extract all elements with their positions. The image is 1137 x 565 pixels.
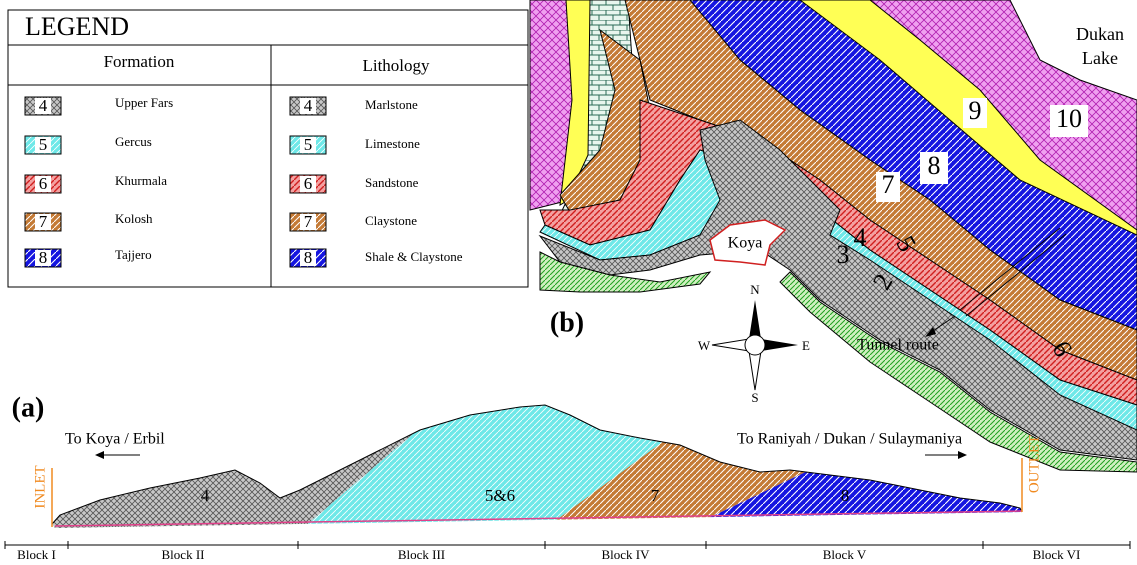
- unit-label: 4: [854, 223, 867, 252]
- legend-number: 6: [304, 174, 313, 193]
- legend-number: 8: [39, 248, 48, 267]
- section-unit-label: 8: [841, 486, 850, 505]
- block-label: Block III: [398, 547, 445, 562]
- legend-number: 8: [304, 248, 313, 267]
- section-unit-label: 4: [201, 486, 210, 505]
- unit-label: 10: [1056, 104, 1082, 133]
- town-label: Koya: [728, 235, 763, 252]
- section-unit-label: 7: [651, 486, 660, 505]
- compass-label: W: [698, 338, 711, 353]
- lithology-name: Shale & Claystone: [365, 249, 463, 264]
- panel-label: (b): [550, 307, 584, 338]
- legend-number: 4: [304, 96, 313, 115]
- block-label: Block V: [823, 547, 867, 562]
- lithology-name: Claystone: [365, 213, 417, 228]
- direction-label: To Koya / Erbil: [65, 431, 165, 448]
- direction-label: To Raniyah / Dukan / Sulaymaniya: [737, 431, 962, 448]
- unit-label: 8: [928, 151, 941, 180]
- unit-label: 3: [837, 240, 850, 269]
- legend-number: 7: [304, 212, 313, 231]
- unit-label: 7: [882, 170, 895, 199]
- lithology-name: Marlstone: [365, 97, 418, 112]
- lake-label: Dukan: [1076, 24, 1124, 44]
- formation-name: Gercus: [115, 134, 152, 149]
- block-label: Block VI: [1033, 547, 1081, 562]
- compass-label: S: [751, 390, 758, 405]
- formation-name: Khurmala: [115, 173, 167, 188]
- section-unit-label: 5&6: [485, 486, 515, 505]
- lake-label: Lake: [1082, 48, 1118, 68]
- formation-name: Tajjero: [115, 247, 152, 262]
- unit-label: 9: [969, 96, 982, 125]
- legend-frame: [8, 10, 528, 287]
- legend: LEGEND Formation Lithology 4 4 Upper Fars M…: [8, 10, 528, 287]
- block-label: Block IV: [601, 547, 650, 562]
- lithology-name: Limestone: [365, 136, 420, 151]
- panel-label: (a): [12, 392, 45, 423]
- block-label: Block II: [162, 547, 205, 562]
- legend-number: 5: [304, 135, 313, 154]
- legend-number: 4: [39, 96, 48, 115]
- legend-number: 6: [39, 174, 48, 193]
- direction-arrowhead: [95, 451, 104, 459]
- inlet-label: INLET: [32, 465, 48, 508]
- formation-name: Kolosh: [115, 211, 153, 226]
- geological-map: 9 10 8 7 4 5 3 2 6 Koya Dukan Lake Tunne…: [530, 0, 1137, 472]
- compass: N S W E: [698, 282, 810, 405]
- legend-title: LEGEND: [25, 12, 129, 41]
- compass-label: E: [802, 338, 810, 353]
- formation-name: Upper Fars: [115, 95, 173, 110]
- direction-arrowhead: [958, 451, 967, 459]
- figure: LEGEND Formation Lithology 4 4 Upper Fars M…: [0, 0, 1137, 565]
- outlet-label: OUTLET: [1026, 435, 1042, 493]
- lithology-header: Lithology: [362, 56, 430, 75]
- block-label: Block I: [17, 547, 56, 562]
- legend-number: 7: [39, 212, 48, 231]
- compass-label: N: [750, 282, 760, 297]
- lithology-name: Sandstone: [365, 175, 419, 190]
- compass-center: [745, 335, 765, 355]
- formation-header: Formation: [104, 52, 175, 71]
- tunnel-label: Tunnel route: [857, 337, 939, 354]
- legend-number: 5: [39, 135, 48, 154]
